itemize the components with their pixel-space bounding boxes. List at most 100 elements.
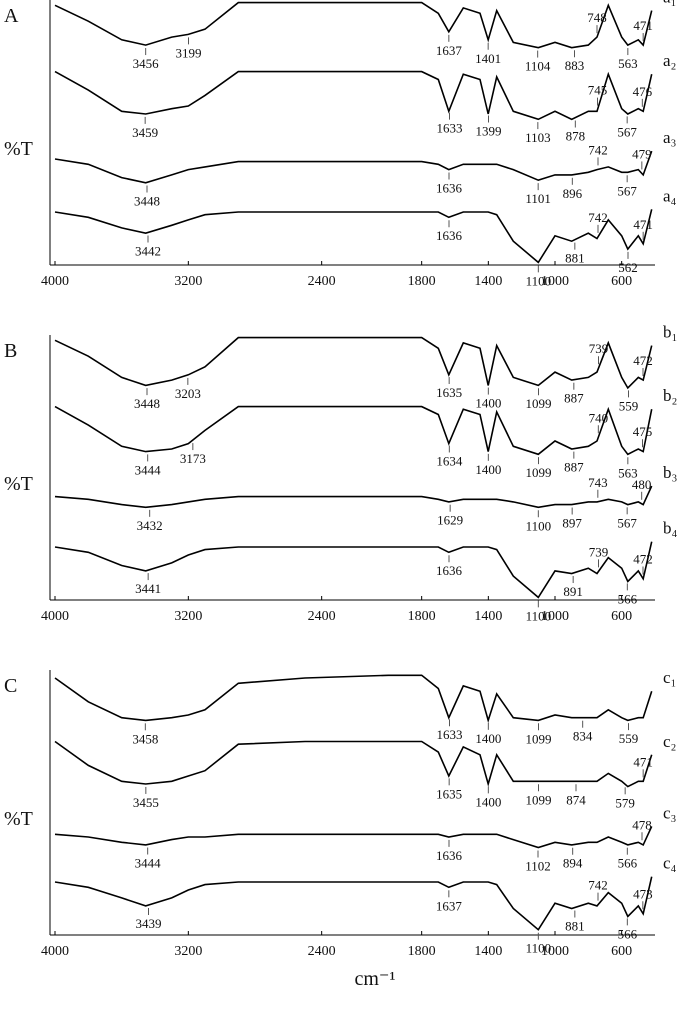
peak-label: 1100 [526,518,552,533]
peak-label: 3455 [133,795,159,810]
peak-label: 743 [588,475,608,490]
peak-label: 896 [563,186,583,201]
peak-label: 897 [562,516,582,531]
x-tick-label: 4000 [41,609,69,624]
peak-label: 1101 [525,191,551,206]
peak-label: 834 [573,729,593,744]
peak-label: 1629 [437,513,463,528]
x-tick-label: 600 [611,944,632,959]
peak-label: 563 [618,56,638,71]
spectrum-line [54,541,653,599]
y-axis-label: %T [4,808,33,830]
peak-label: 1103 [525,130,551,145]
spectrum-line [54,876,653,931]
peak-label: 472 [633,353,653,368]
peak-label: 1104 [525,59,551,74]
peak-label: 3439 [136,916,162,931]
peak-label: 562 [618,260,638,275]
peak-label: 3441 [135,581,161,596]
peak-label: 3444 [135,462,162,477]
x-tick-label: 4000 [41,944,69,959]
peak-label: 874 [566,792,586,807]
peak-label: 559 [619,731,639,746]
series-label: c₄ [663,854,677,873]
peak-label: 472 [633,552,653,567]
x-tick-label: 1400 [474,944,502,959]
peak-label: 1099 [526,396,552,411]
peak-label: 1635 [436,786,462,801]
peak-label: 745 [588,83,608,98]
peak-label: 567 [617,183,637,198]
peak-label: 471 [633,754,653,769]
peak-label: 1400 [475,794,501,809]
peak-label: 3199 [176,45,202,60]
series-label: a₂ [663,51,676,70]
x-tick-label: 600 [611,274,632,289]
peak-label: 1100 [526,273,552,288]
peak-label: 480 [632,477,652,492]
peak-label: 567 [617,515,637,530]
peak-label: 3442 [135,243,161,258]
peak-label: 1636 [436,563,463,578]
spectrum-line [54,674,653,724]
peak-label: 1636 [436,181,463,196]
peak-label: 878 [566,129,586,144]
peak-label: 1099 [526,731,552,746]
x-tick-label: 3200 [174,944,202,959]
peak-label: 3456 [133,56,160,71]
series-label: a₁ [663,0,676,7]
series-label: c₃ [663,803,677,822]
peak-label: 1099 [526,792,552,807]
peak-label: 3448 [134,396,160,411]
series-label: a₄ [663,186,677,205]
x-tick-label: 1000 [541,609,569,624]
peak-label: 742 [588,210,608,225]
peak-label: 739 [589,544,609,559]
peak-label: 3458 [132,731,158,746]
peak-label: 1637 [436,43,463,58]
peak-label: 3444 [135,855,162,870]
panel-label: B [4,340,17,362]
x-tick-label: 1800 [408,944,436,959]
peak-label: 1400 [475,731,501,746]
peak-label: 1099 [526,465,552,480]
x-tick-label: 600 [611,609,632,624]
peak-label: 1636 [436,848,463,863]
peak-label: 1636 [436,228,463,243]
x-tick-label: 4000 [41,274,69,289]
peak-label: 1400 [475,396,501,411]
panel-label: C [4,675,17,697]
peak-label: 881 [565,918,585,933]
peak-label: 579 [615,795,635,810]
peak-label: 3173 [180,451,206,466]
peak-label: 1634 [436,453,463,468]
peak-label: 740 [589,410,609,425]
spectrum-line [54,1,653,49]
series-label: c₂ [663,732,676,751]
peak-label: 891 [563,584,583,599]
peak-label: 478 [632,817,652,832]
x-tick-label: 3200 [174,274,202,289]
series-label: b₂ [663,386,677,405]
peak-label: 1100 [526,941,552,956]
peak-label: 748 [587,10,607,25]
peak-label: 1399 [476,123,502,138]
series-label: b₄ [663,519,678,538]
peak-label: 739 [589,341,609,356]
x-axis-label: cm⁻¹ [355,968,396,990]
peak-label: 1100 [526,608,552,623]
peak-label: 1400 [475,462,501,477]
panel-label: A [4,5,19,27]
peak-label: 479 [632,146,652,161]
peak-label: 475 [633,424,653,439]
peak-label: 3459 [132,125,158,140]
peak-label: 566 [618,591,638,606]
peak-label: 3448 [134,193,160,208]
peak-label: 559 [619,398,639,413]
peak-label: 3203 [175,386,201,401]
x-tick-label: 1400 [474,274,502,289]
series-label: b₁ [663,323,677,342]
peak-label: 3432 [137,518,163,533]
x-tick-label: 3200 [174,609,202,624]
